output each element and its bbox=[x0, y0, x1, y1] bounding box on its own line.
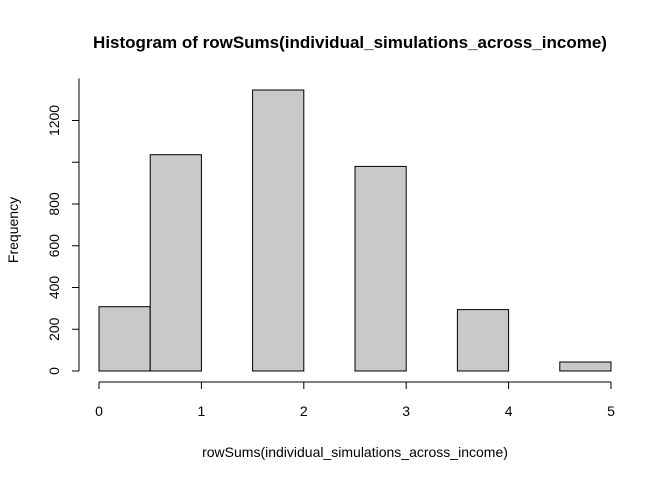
histogram-bar-1 bbox=[149, 154, 202, 372]
y-tick-label-4: 800 bbox=[46, 192, 62, 216]
x-tick-label-2: 2 bbox=[300, 403, 308, 419]
x-axis-label: rowSums(individual_simulations_across_in… bbox=[202, 444, 508, 460]
histogram-bar-3 bbox=[252, 89, 305, 372]
x-tick-label-3: 3 bbox=[402, 403, 410, 419]
histogram-bar-7 bbox=[456, 309, 510, 372]
histogram-bar-5 bbox=[354, 165, 407, 372]
x-tick-label-4: 4 bbox=[505, 403, 513, 419]
histogram-bar-9 bbox=[559, 361, 612, 372]
x-axis-ticks: 0 1 2 3 4 5 bbox=[95, 382, 615, 419]
y-tick-label-0: 0 bbox=[46, 367, 62, 375]
bars-group bbox=[98, 89, 612, 372]
y-axis-ticks: 0 200 400 600 800 1200 bbox=[46, 105, 79, 375]
y-axis-label: Frequency bbox=[5, 197, 21, 263]
chart-title: Histogram of rowSums(individual_simulati… bbox=[93, 33, 607, 52]
y-tick-label-2: 400 bbox=[46, 276, 62, 300]
x-tick-label-0: 0 bbox=[95, 403, 103, 419]
histogram-bar-0 bbox=[98, 306, 151, 372]
y-tick-label-1: 200 bbox=[46, 317, 62, 341]
x-tick-label-1: 1 bbox=[198, 403, 206, 419]
y-tick-label-3: 600 bbox=[46, 234, 62, 258]
x-tick-label-5: 5 bbox=[607, 403, 615, 419]
y-tick-label-6: 1200 bbox=[46, 105, 62, 136]
